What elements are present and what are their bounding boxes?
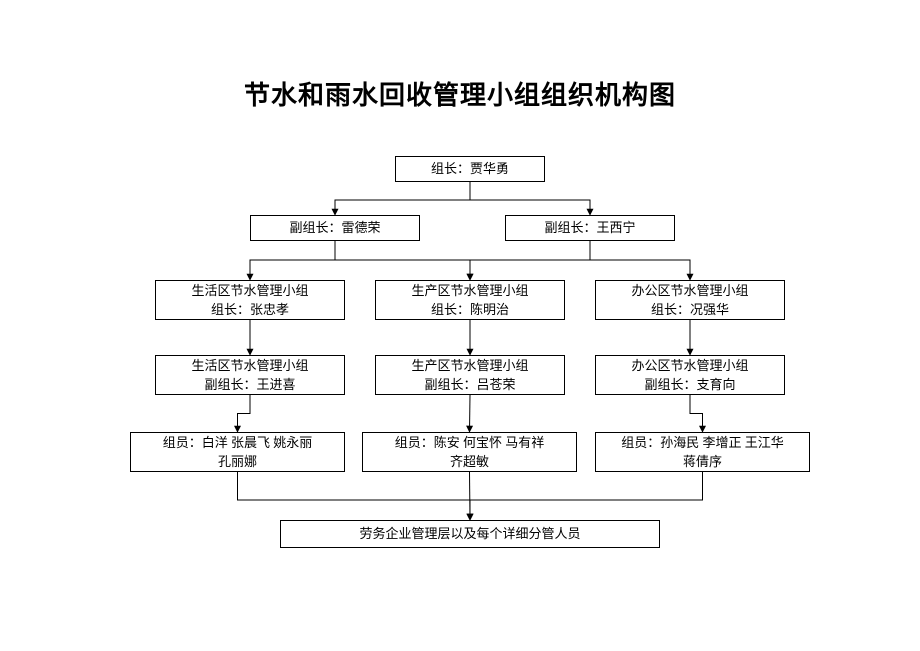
edge (335, 182, 470, 215)
node-g1_mem: 组员：白洋 张晨飞 姚永丽孔丽娜 (130, 432, 345, 472)
edge (590, 241, 690, 280)
node-vice1: 副组长：雷德荣 (250, 215, 420, 241)
node-text: 蒋倩序 (683, 452, 722, 472)
node-g2_vice: 生产区节水管理小组副组长：吕苍荣 (375, 355, 565, 395)
node-text: 副组长：王西宁 (544, 218, 635, 238)
edge (470, 241, 590, 280)
node-text: 组员：白洋 张晨飞 姚永丽 (163, 433, 313, 453)
edge (690, 395, 703, 432)
node-g2_lead: 生产区节水管理小组组长：陈明治 (375, 280, 565, 320)
node-text: 组长：贾华勇 (431, 159, 509, 179)
node-g1_lead: 生活区节水管理小组组长：张忠孝 (155, 280, 345, 320)
node-text: 生产区节水管理小组 (411, 356, 528, 376)
edge (335, 241, 470, 280)
edge (238, 395, 251, 432)
node-text: 办公区节水管理小组 (631, 281, 748, 301)
node-vice2: 副组长：王西宁 (505, 215, 675, 241)
node-text: 劳务企业管理层以及每个详细分管人员 (359, 524, 580, 544)
node-text: 孔丽娜 (218, 452, 257, 472)
node-text: 组长：陈明治 (431, 300, 509, 320)
node-leader: 组长：贾华勇 (395, 156, 545, 182)
node-text: 副组长：支育向 (644, 375, 735, 395)
node-g2_mem: 组员：陈安 何宝怀 马有祥齐超敏 (362, 432, 577, 472)
node-text: 组长：张忠孝 (211, 300, 289, 320)
node-text: 生活区节水管理小组 (191, 356, 308, 376)
node-text: 生活区节水管理小组 (191, 281, 308, 301)
edge (470, 472, 471, 520)
node-text: 组员：孙海民 李增正 王江华 (621, 433, 784, 453)
node-text: 组长：况强华 (651, 300, 729, 320)
edge (250, 241, 335, 280)
edge (470, 182, 590, 215)
edge (470, 472, 703, 520)
node-text: 办公区节水管理小组 (631, 356, 748, 376)
node-bottom: 劳务企业管理层以及每个详细分管人员 (280, 520, 660, 548)
node-g3_lead: 办公区节水管理小组组长：况强华 (595, 280, 785, 320)
node-text: 副组长：吕苍荣 (424, 375, 515, 395)
node-text: 生产区节水管理小组 (411, 281, 528, 301)
edge (470, 395, 471, 432)
node-g3_mem: 组员：孙海民 李增正 王江华蒋倩序 (595, 432, 810, 472)
node-text: 副组长：雷德荣 (289, 218, 380, 238)
edge (238, 472, 471, 520)
node-text: 齐超敏 (450, 452, 489, 472)
node-text: 副组长：王进喜 (204, 375, 295, 395)
node-text: 组员：陈安 何宝怀 马有祥 (395, 433, 545, 453)
node-g3_vice: 办公区节水管理小组副组长：支育向 (595, 355, 785, 395)
page-title: 节水和雨水回收管理小组组织机构图 (0, 75, 920, 112)
node-g1_vice: 生活区节水管理小组副组长：王进喜 (155, 355, 345, 395)
